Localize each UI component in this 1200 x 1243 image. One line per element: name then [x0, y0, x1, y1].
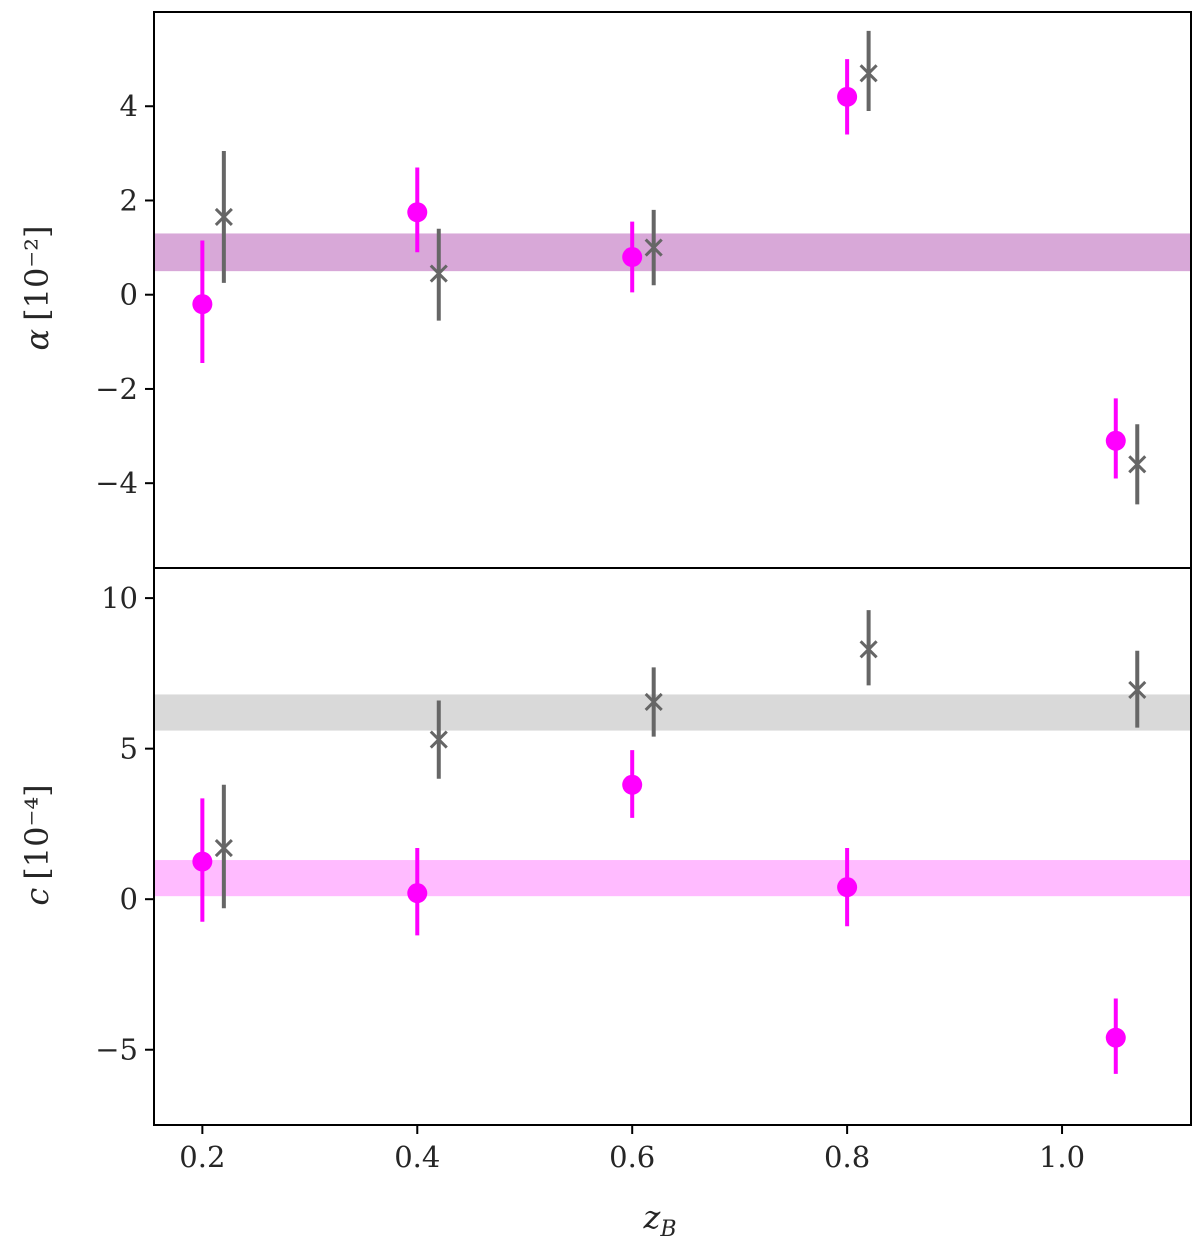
- top-panel: 4 2 0 −2 −4: [95, 11, 1192, 569]
- plot-frame: [153, 567, 1192, 1126]
- mean-band-1: [154, 233, 1191, 272]
- y-tick-label: 0: [120, 278, 138, 312]
- bottom-y-axis-label: c[10⁻⁴]: [18, 784, 56, 905]
- data-point-s2-5: [1128, 455, 1147, 474]
- data-point-s1-5: [1105, 430, 1126, 451]
- x-tick-label: 0.2: [179, 1140, 225, 1174]
- plot-frame: [153, 11, 1192, 569]
- data-point-s2-3: [644, 238, 663, 257]
- top-y-axis-label: α[10⁻²]: [18, 225, 56, 350]
- data-point-s2-4: [859, 64, 878, 83]
- y-tick-label: 5: [120, 732, 138, 766]
- data-point-s2-2: [429, 730, 448, 749]
- data-point-s1-4: [837, 86, 858, 107]
- data-point-s1-1: [192, 851, 213, 872]
- data-point-s2-4: [859, 640, 878, 659]
- x-axis-label: zB: [642, 1198, 676, 1242]
- data-point-s1-5: [1105, 1027, 1126, 1048]
- data-point-s1-3: [622, 247, 643, 268]
- mean-band-1: [154, 694, 1191, 731]
- y-tick-label: 4: [120, 89, 138, 123]
- y-tick-label: 2: [120, 183, 138, 217]
- y-tick-label: 0: [120, 882, 138, 916]
- data-point-s2-3: [644, 692, 663, 712]
- data-point-s2-1: [214, 207, 233, 227]
- data-point-s2-1: [214, 838, 233, 858]
- y-tick-label: −2: [95, 372, 138, 406]
- mean-band-2: [154, 860, 1191, 897]
- data-point-s2-2: [429, 264, 448, 283]
- bottom-panel: 10 5 0 −5 0.2 0.4 0.6 0.8 1.0: [95, 567, 1192, 1174]
- data-point-s2-5: [1128, 680, 1147, 699]
- y-tick-label: −5: [95, 1033, 138, 1067]
- x-tick-label: 0.6: [609, 1140, 655, 1174]
- y-tick-label: −4: [95, 466, 138, 500]
- x-tick-label: 0.8: [824, 1140, 870, 1174]
- data-point-s1-1: [192, 294, 213, 315]
- data-point-s1-4: [837, 877, 858, 898]
- x-tick-label: 0.4: [394, 1140, 440, 1174]
- data-point-s1-3: [622, 774, 643, 795]
- y-tick-label: 10: [101, 581, 138, 615]
- data-point-s1-2: [407, 883, 428, 904]
- x-tick-label: 1.0: [1039, 1140, 1085, 1174]
- data-point-s1-2: [407, 202, 428, 223]
